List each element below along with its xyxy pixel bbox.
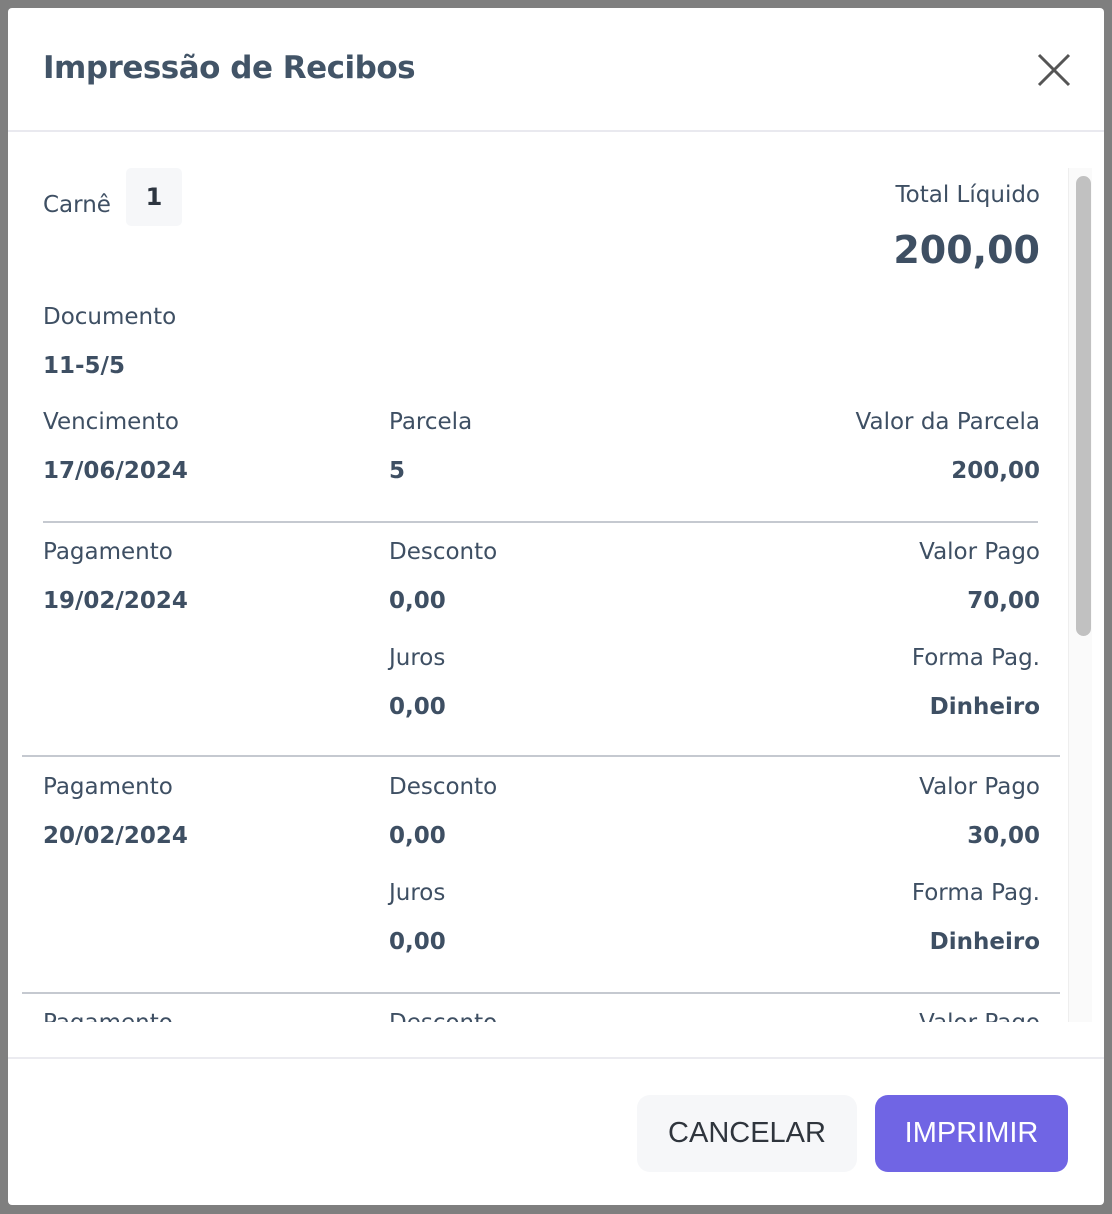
parcela-label: Parcela bbox=[389, 409, 473, 435]
forma-pag-label: Forma Pag. bbox=[911, 880, 1040, 906]
desconto-label: Desconto bbox=[389, 774, 498, 800]
desconto-value: 0,00 bbox=[389, 823, 446, 849]
documento-label: Documento bbox=[43, 304, 177, 330]
pagamento-label: Pagamento bbox=[43, 539, 173, 565]
receipt-print-modal: Impressão de Recibos Carnê 1 Total Líqui… bbox=[8, 8, 1104, 1205]
carne-value: 1 bbox=[126, 168, 182, 226]
vencimento-value: 17/06/2024 bbox=[43, 458, 188, 484]
juros-label: Juros bbox=[389, 880, 446, 906]
pagamento-label: Pagamento bbox=[43, 774, 173, 800]
divider bbox=[22, 755, 1060, 757]
valor-parcela-value: 200,00 bbox=[951, 458, 1040, 484]
valor-parcela-label: Valor da Parcela bbox=[855, 409, 1040, 435]
print-button[interactable]: IMPRIMIR bbox=[875, 1095, 1068, 1172]
modal-footer: CANCELAR IMPRIMIR bbox=[8, 1057, 1104, 1205]
valor-pago-label: Valor Pago bbox=[919, 1010, 1040, 1022]
modal-title: Impressão de Recibos bbox=[43, 50, 416, 86]
forma-pag-value: Dinheiro bbox=[929, 694, 1040, 720]
forma-pag-label: Forma Pag. bbox=[911, 645, 1040, 671]
total-liquido-label: Total Líquido bbox=[895, 182, 1040, 208]
desconto-label: Desconto bbox=[389, 539, 498, 565]
forma-pag-value: Dinheiro bbox=[929, 929, 1040, 955]
juros-value: 0,00 bbox=[389, 929, 446, 955]
documento-value: 11-5/5 bbox=[43, 353, 125, 379]
modal-header: Impressão de Recibos bbox=[8, 8, 1104, 132]
parcela-value: 5 bbox=[389, 458, 406, 484]
receipt-content-scroll[interactable]: Carnê 1 Total Líquido 200,00 Documento 1… bbox=[22, 168, 1092, 1022]
juros-value: 0,00 bbox=[389, 694, 446, 720]
carne-label: Carnê bbox=[43, 192, 111, 218]
pagamento-date: 19/02/2024 bbox=[43, 588, 188, 614]
valor-pago-label: Valor Pago bbox=[919, 774, 1040, 800]
divider bbox=[22, 992, 1060, 994]
vencimento-label: Vencimento bbox=[43, 409, 179, 435]
pagamento-date: 20/02/2024 bbox=[43, 823, 188, 849]
scrollbar-thumb[interactable] bbox=[1076, 176, 1091, 636]
pagamento-label: Pagamento bbox=[43, 1010, 173, 1022]
valor-pago-value: 30,00 bbox=[967, 823, 1040, 849]
valor-pago-label: Valor Pago bbox=[919, 539, 1040, 565]
divider bbox=[43, 521, 1038, 523]
desconto-label: Desconto bbox=[389, 1010, 497, 1022]
close-icon[interactable] bbox=[1036, 52, 1072, 88]
cancel-button[interactable]: CANCELAR bbox=[637, 1095, 857, 1172]
desconto-value: 0,00 bbox=[389, 588, 446, 614]
valor-pago-value: 70,00 bbox=[967, 588, 1040, 614]
juros-label: Juros bbox=[389, 645, 446, 671]
total-liquido-value: 200,00 bbox=[893, 228, 1040, 272]
